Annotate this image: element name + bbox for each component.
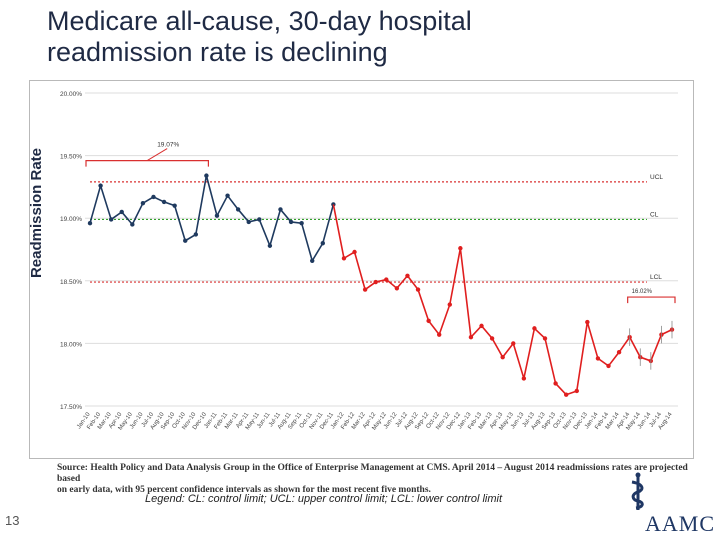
data-point <box>299 221 304 226</box>
y-axis-label: Readmission Rate <box>28 147 45 279</box>
control-limit-label-cl: CL <box>650 211 659 218</box>
control-limit-label-lcl: LCL <box>650 274 662 281</box>
annotation-label-2014: 16.02% <box>632 289 653 295</box>
annotation-leader-2010 <box>146 148 168 162</box>
data-point <box>415 287 421 292</box>
data-point <box>214 213 220 218</box>
data-point <box>553 381 558 386</box>
data-point <box>511 341 516 346</box>
data-point <box>87 221 93 226</box>
data-point <box>108 217 114 222</box>
data-point <box>447 302 452 307</box>
data-point <box>574 388 579 394</box>
data-point <box>320 241 325 246</box>
data-point <box>394 286 400 291</box>
data-point <box>426 318 431 324</box>
annotation-label-2010: 19.07% <box>157 142 179 149</box>
data-point <box>542 336 548 341</box>
data-point <box>352 249 357 255</box>
data-point <box>278 207 283 212</box>
source-note: Source: Health Policy and Data Analysis … <box>57 463 697 496</box>
data-point <box>341 256 347 261</box>
data-point <box>595 356 601 361</box>
aamc-logo-text: AAMC <box>645 511 716 536</box>
data-point <box>183 238 188 243</box>
source-line-1: Source: Health Policy and Data Analysis … <box>57 463 688 484</box>
y-tick-label: 19.00% <box>60 216 82 223</box>
y-tick-label: 17.50% <box>60 404 82 411</box>
aamc-logo-icon <box>631 472 644 510</box>
data-point <box>331 202 336 207</box>
source-line-2: on early data, with 95 percent confidenc… <box>57 485 431 495</box>
data-point <box>606 363 611 369</box>
annotation-bracket-2010 <box>85 160 209 167</box>
data-point <box>235 207 241 212</box>
data-point <box>172 203 177 208</box>
data-point <box>225 193 230 198</box>
data-point <box>288 219 294 225</box>
data-point <box>500 354 505 360</box>
data-point <box>119 209 124 215</box>
data-point <box>257 217 262 222</box>
readmission-chart: 17.50% 18.00% 18.50% 19.00% 19.50% 20.00% UCL C… <box>60 91 678 432</box>
y-tick-label: 20.00% <box>60 91 82 98</box>
data-point <box>458 246 463 251</box>
data-point <box>384 277 389 282</box>
data-point <box>521 376 527 381</box>
data-point <box>193 232 199 237</box>
data-point <box>479 323 484 329</box>
data-point <box>267 243 273 248</box>
data-point <box>98 183 103 188</box>
data-point <box>140 200 146 206</box>
slide-title: Medicare all-cause, 30-day hospital read… <box>47 6 667 68</box>
data-point <box>532 326 537 331</box>
annotation-bracket-2014 <box>627 296 676 304</box>
data-point <box>468 334 474 340</box>
y-tick-label: 19.50% <box>60 154 82 161</box>
control-limit-label-ucl: UCL <box>650 174 663 181</box>
y-tick-label: 18.00% <box>60 341 82 348</box>
data-point <box>130 222 135 227</box>
series-line-2012-2014 <box>332 204 673 396</box>
data-point <box>489 336 495 341</box>
data-point <box>246 219 251 225</box>
legend-note: Legend: CL: control limit; UCL: upper co… <box>145 493 503 505</box>
chart-frame: 17.50% 18.00% 18.50% 19.00% 19.50% 20.00% UCL C… <box>29 80 694 459</box>
data-point <box>563 392 569 397</box>
data-point <box>437 332 442 337</box>
data-point <box>161 199 167 205</box>
data-point <box>151 194 156 200</box>
data-point <box>362 287 368 292</box>
y-tick-label: 18.50% <box>60 279 82 286</box>
title-line-2: readmission rate is declining <box>47 37 388 67</box>
title-line-1: Medicare all-cause, 30-day hospital <box>47 6 472 36</box>
data-point <box>204 173 209 178</box>
page-number: 13 <box>5 513 20 528</box>
data-point <box>405 273 410 278</box>
data-point <box>585 319 590 325</box>
data-point <box>310 258 315 263</box>
data-point <box>616 349 622 355</box>
data-point <box>373 279 378 285</box>
